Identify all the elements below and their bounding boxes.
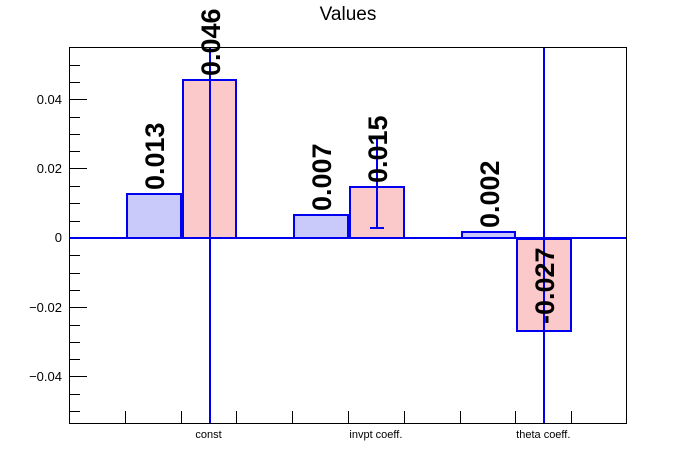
bar-value-label: 0.002	[474, 160, 505, 228]
bar-value-label: 0.013	[139, 122, 170, 190]
error-bar	[208, 48, 211, 423]
y-minor-tick	[70, 255, 80, 257]
y-major-tick	[70, 98, 87, 100]
y-tick-label: 0.04	[36, 91, 62, 107]
x-bin-tick	[403, 411, 405, 423]
y-minor-tick	[70, 203, 80, 205]
chart-title: Values	[319, 4, 377, 25]
x-bin-tick	[180, 411, 182, 423]
y-minor-tick	[70, 81, 80, 83]
y-minor-tick	[70, 411, 80, 413]
x-bin-tick	[292, 411, 294, 423]
y-minor-tick	[70, 359, 80, 361]
bar-value-label: 0.007	[307, 143, 338, 211]
x-category-label: theta coeff.	[516, 429, 571, 441]
y-minor-tick	[70, 324, 80, 326]
x-bin-tick	[459, 411, 461, 423]
bar-value-label: -0.027	[530, 247, 561, 324]
y-minor-tick	[70, 116, 80, 118]
y-minor-tick	[70, 151, 80, 153]
y-minor-tick	[70, 133, 80, 135]
y-minor-tick	[70, 272, 80, 274]
x-bin-tick	[515, 411, 517, 423]
y-major-tick	[70, 376, 87, 378]
y-tick-label: −0.02	[29, 299, 62, 315]
x-category-label: const	[195, 429, 222, 441]
plot-frame: 0.013 0.007 0.002 0.046 0.015 -0.027	[69, 8, 627, 424]
y-minor-tick	[70, 393, 80, 395]
error-bar-cap	[369, 226, 384, 229]
bar	[293, 213, 349, 239]
bar	[125, 192, 182, 239]
y-minor-tick	[70, 64, 80, 66]
x-bin-tick	[348, 411, 349, 423]
y-tick-label: −0.04	[29, 369, 62, 385]
y-major-tick	[70, 168, 87, 170]
y-minor-tick	[70, 220, 80, 222]
y-major-tick	[70, 306, 87, 308]
zero-line	[70, 236, 626, 239]
y-minor-tick	[70, 289, 80, 291]
error-bar-cap	[369, 137, 384, 140]
x-bin-tick	[236, 411, 238, 423]
y-minor-tick	[70, 185, 80, 187]
y-tick-label: 0.02	[36, 161, 62, 177]
x-bin-tick	[124, 411, 126, 423]
bar-value-label: 0.015	[362, 115, 393, 183]
y-tick-label: 0	[54, 230, 62, 246]
bar-value-label: 0.046	[195, 7, 226, 76]
y-minor-tick	[70, 341, 80, 343]
error-bar	[375, 137, 378, 228]
error-bar	[543, 48, 546, 423]
x-category-label: invpt coeff.	[349, 429, 403, 441]
x-bin-tick	[571, 411, 573, 423]
